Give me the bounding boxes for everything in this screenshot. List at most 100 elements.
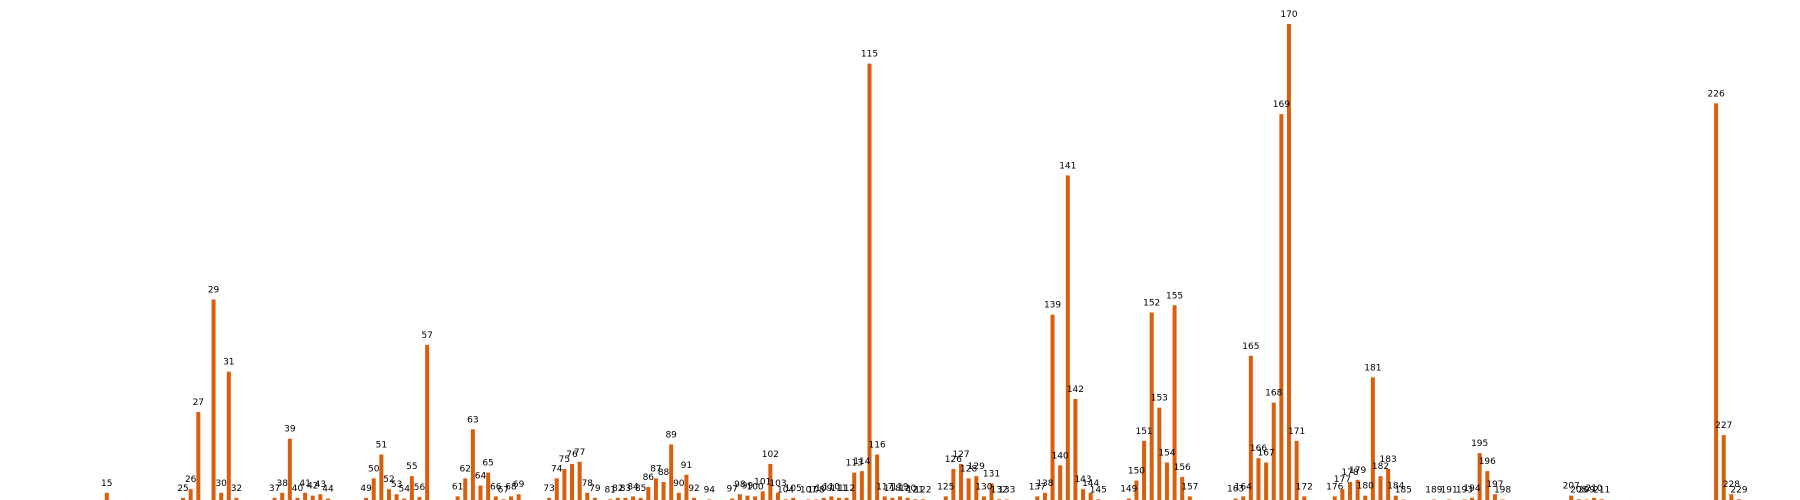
bar (425, 344, 430, 500)
bar (592, 497, 597, 500)
bar (1332, 496, 1337, 500)
bar (364, 497, 369, 500)
bar (219, 492, 224, 500)
bar-data-label: 26 (185, 475, 197, 485)
bar-data-label: 117 (876, 482, 893, 492)
bar (1370, 377, 1375, 500)
bar-data-label: 125 (937, 482, 954, 492)
bar-data-label: 151 (1135, 427, 1152, 437)
bar-data-label: 68 (505, 482, 517, 492)
bar (1386, 468, 1391, 500)
bar (882, 496, 887, 500)
bar-data-label: 112 (838, 484, 855, 494)
bars-layer (104, 24, 1741, 500)
bar (272, 497, 277, 500)
bar (905, 497, 910, 500)
bar (188, 489, 193, 500)
bar-data-label: 128 (960, 464, 977, 474)
bar (570, 463, 575, 500)
bar (562, 468, 567, 500)
bar-data-label: 211 (1593, 485, 1610, 495)
bar (1042, 492, 1047, 500)
bar (287, 438, 292, 500)
bar-data-label: 195 (1471, 439, 1488, 449)
bar (211, 299, 216, 500)
bar-data-label: 79 (589, 484, 601, 494)
bar-data-label: 50 (368, 464, 380, 474)
bar (1286, 24, 1291, 500)
bar (577, 461, 582, 500)
bar (974, 476, 979, 500)
bar-data-label: 209 (1578, 486, 1595, 496)
bar (1164, 462, 1169, 500)
bar (1172, 305, 1177, 500)
bar (760, 491, 765, 500)
bar-data-label: 177 (1334, 475, 1351, 485)
bar-data-label: 94 (704, 486, 716, 496)
bar-data-label: 121 (907, 485, 924, 495)
bar-data-label: 91 (681, 461, 692, 471)
bar-data-label: 226 (1708, 89, 1725, 99)
bar-data-label: 31 (223, 358, 234, 368)
bar (1477, 453, 1482, 500)
bar-data-label: 189 (1425, 486, 1442, 496)
bar-data-label: 51 (376, 441, 387, 451)
bar (745, 495, 750, 500)
bar-data-label: 105 (785, 484, 802, 494)
bar-data-label: 144 (1082, 479, 1099, 489)
bar-data-label: 73 (543, 484, 554, 494)
bar (1348, 481, 1352, 500)
bar (867, 63, 872, 500)
bar-data-label: 165 (1242, 342, 1259, 352)
bar-data-label: 115 (861, 50, 878, 60)
bar (325, 498, 330, 500)
bar-data-label: 154 (1158, 449, 1175, 459)
bar-data-label: 167 (1258, 449, 1275, 459)
bar (104, 492, 109, 500)
bar (661, 481, 666, 500)
bar-data-label: 197 (1486, 480, 1503, 490)
bar (1065, 175, 1070, 500)
bar-data-label: 100 (746, 482, 763, 492)
bar-data-label: 149 (1120, 485, 1137, 495)
bar-data-label: 156 (1174, 463, 1191, 473)
bar-data-label: 66 (490, 482, 502, 492)
bar-data-label: 198 (1494, 486, 1511, 496)
bar-data-label: 171 (1288, 427, 1305, 437)
bar (1569, 495, 1574, 500)
bar-data-label: 41 (299, 479, 310, 489)
bar-data-label: 126 (945, 455, 962, 465)
bar-data-label: 131 (983, 469, 1000, 479)
bar (310, 495, 315, 500)
bar (890, 497, 895, 500)
bar-data-label: 157 (1181, 482, 1198, 492)
bar (943, 496, 948, 500)
bar (1271, 402, 1276, 500)
bar (371, 478, 376, 500)
bar-data-label: 44 (322, 485, 334, 495)
bar (676, 492, 681, 500)
bar (226, 371, 231, 500)
bar-data-label: 185 (1395, 486, 1412, 496)
bar-data-label: 76 (566, 450, 578, 460)
bar-data-label: 61 (452, 482, 463, 492)
bar (1073, 399, 1078, 500)
bar (692, 497, 697, 500)
bar (303, 492, 308, 500)
bar-data-label: 77 (574, 448, 585, 458)
bar-data-label: 49 (360, 484, 372, 494)
bar (554, 478, 559, 500)
bar (1157, 407, 1162, 500)
bar (1378, 476, 1383, 500)
bar-data-label: 74 (551, 464, 563, 474)
bar-data-label: 138 (1036, 479, 1053, 489)
bar (898, 496, 902, 500)
bar-data-label: 170 (1280, 10, 1297, 20)
bar-data-label: 155 (1166, 291, 1183, 301)
bar (753, 496, 758, 500)
bar-data-label: 32 (231, 484, 242, 494)
bar-data-label: 150 (1128, 467, 1145, 477)
bar (547, 497, 552, 500)
bar-data-label: 101 (754, 477, 771, 487)
